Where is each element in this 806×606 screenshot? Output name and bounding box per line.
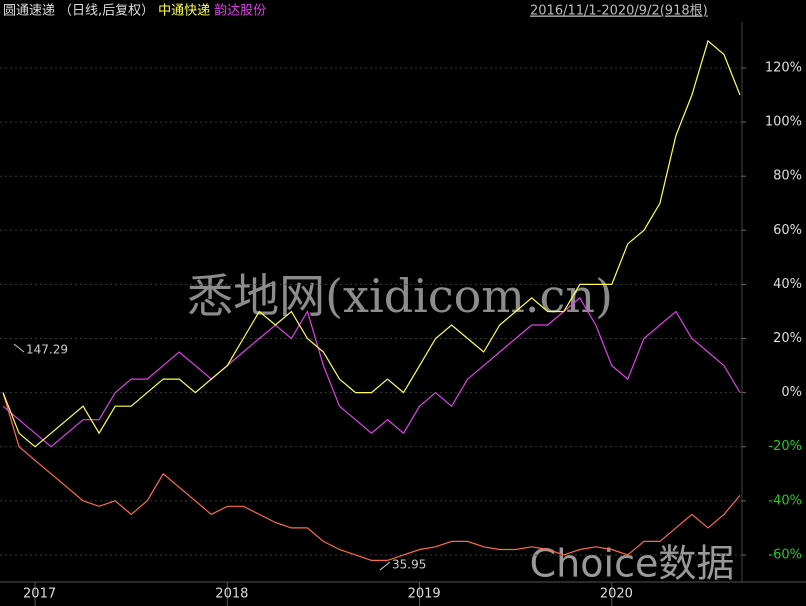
y-tick-label: 80% [773,169,802,184]
y-tick-label: 40% [773,277,802,292]
y-tick-label: -20% [768,439,802,454]
x-tick-label: 2017 [23,587,56,602]
y-tick-label: 120% [765,60,802,75]
legend-entry: 韵达股份 [214,4,266,19]
legend-entry: 中通快递 [158,4,210,19]
series-line [2,392,741,561]
annotation: 147.29 [26,343,68,357]
annotation-arrow [379,561,391,571]
watermark: 悉地网(xidicom.cn) [187,269,613,323]
y-tick-label: -60% [768,547,802,562]
y-tick-label: 0% [781,385,802,400]
series-line [2,39,741,448]
y-tick-label: -40% [768,493,802,508]
x-tick-label: 2019 [408,587,441,602]
watermark: Choice数据 [530,542,735,586]
y-tick-label: 20% [773,331,802,346]
subtitle: （日线,后复权） [59,3,154,19]
legend-entry: 圆通速递 [3,4,55,19]
x-tick-label: 2018 [215,587,248,602]
y-tick-label: 60% [773,223,802,238]
range-label: 2016/11/1-2020/9/2(918根) [530,4,708,19]
series-line [2,296,741,448]
x-tick-label: 2020 [600,587,633,602]
annotation: 35.95 [392,558,426,572]
annotation-arrow [13,343,25,353]
y-tick-label: 100% [765,115,802,130]
